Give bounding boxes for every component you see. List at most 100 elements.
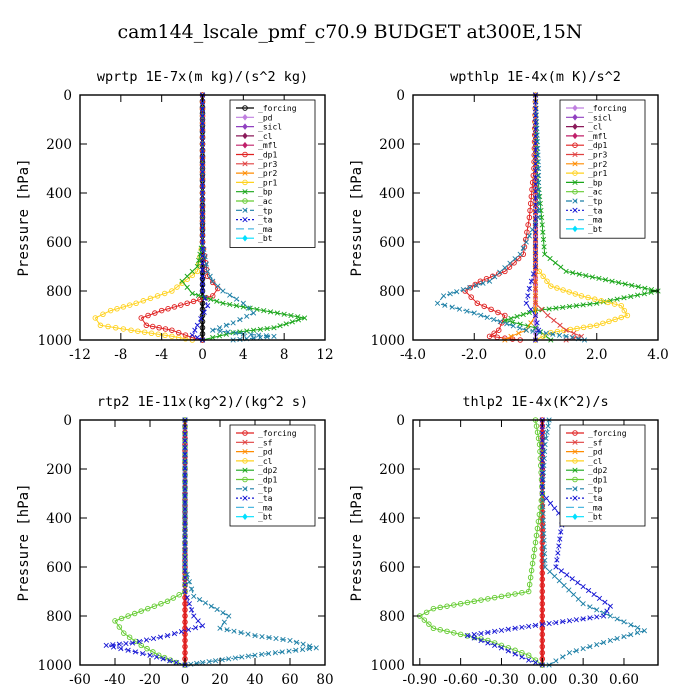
panel-2-point-pr1: [611, 301, 618, 307]
panel-2-point-tp: [535, 159, 541, 165]
panel-3-point-ta: [182, 568, 188, 574]
panel-3-point-ta: [171, 631, 178, 637]
panel-4-point-forcing: [539, 613, 546, 619]
panel-2-point-pr2: [516, 330, 522, 336]
panel-4-ytick-label: 600: [379, 560, 405, 576]
panel-2-xtick-label: -4.0: [400, 347, 426, 363]
panel-1-point-dp1: [182, 332, 189, 338]
panel-2-point-ta: [532, 222, 539, 228]
panel-1-point-bp: [277, 323, 283, 329]
panel-2-point-ta: [532, 202, 539, 208]
panel-2-point-tp: [526, 233, 532, 239]
panel-2-point-bp: [526, 309, 532, 316]
panel-1-xtick-label: -8: [114, 347, 127, 363]
panel-2-point-pr2: [532, 305, 539, 312]
panel-3-point-ta: [182, 547, 188, 553]
panel-1-point-tp: [207, 273, 213, 279]
panel-3-ytick-label: 0: [63, 413, 72, 429]
panel-1-point-pr1: [140, 298, 147, 304]
panel-3-point-tp: [293, 647, 299, 653]
panel-4-point-ta: [591, 591, 597, 598]
panel-2-point-ta: [532, 154, 539, 160]
panel-4-point-dp1: [451, 602, 457, 608]
panel-4-point-ta: [519, 624, 525, 630]
panel-2-point-bp: [547, 255, 553, 262]
panel-4-point-tp: [573, 648, 579, 654]
panel-1-legend-label: _sicl: [258, 123, 282, 132]
panel-4-frame: [412, 419, 659, 666]
panel-4-point-dp1: [537, 448, 543, 455]
panel-3-ytick-label: 1000: [38, 658, 72, 674]
panel-1-point-bp: [189, 268, 195, 275]
panel-3-point-tp: [202, 600, 209, 606]
panel-1-point-bp: [274, 310, 280, 316]
panel-1-point-dp1: [149, 323, 156, 330]
panel-2-point-tp: [491, 316, 497, 323]
panel-2-point-ta: [532, 188, 539, 194]
panel-2-point-ta: [532, 174, 539, 180]
panel-3-point-tp: [286, 648, 292, 654]
panel-1-point-ta: [199, 169, 206, 175]
panel-4-point-dp1: [437, 627, 443, 633]
panel-2-point-pr1: [548, 283, 554, 289]
panel-3-point-ta: [140, 650, 146, 657]
panel-2-point-dp1: [488, 306, 494, 313]
panel-4-point-dp1: [538, 497, 545, 504]
panel-2-point-tp: [535, 152, 541, 158]
panel-2-legend-marker: [572, 207, 578, 213]
panel-3-point-dp1: [150, 649, 156, 655]
panel-1-point-pr1: [174, 284, 180, 290]
panel-4-legend-marker: [572, 495, 578, 501]
panel-4-point-dp1: [505, 645, 512, 651]
panel-2-point-tp: [442, 302, 448, 308]
panel-3-point-ta: [153, 654, 160, 660]
panel-1-point-ta: [192, 327, 198, 333]
panel-1-point-pr1: [107, 307, 114, 314]
panel-4-point-tp: [634, 625, 641, 631]
panel-3-point-tp: [266, 634, 272, 641]
panel-4-point-tp: [561, 582, 567, 588]
panel-4-point-dp1: [423, 609, 430, 616]
panel-2-legend-label: _ta: [588, 206, 603, 215]
panel-1-point-pr1: [105, 323, 111, 330]
panel-3-legend-marker: [242, 448, 248, 455]
panel-1-point-ta: [199, 113, 206, 119]
panel-1-point-ta: [199, 225, 206, 231]
panel-2-point-tp: [486, 278, 493, 284]
panel-3-point-dp1: [118, 615, 125, 622]
panel-1-legend-marker: [242, 189, 248, 195]
panel-2-legend-label: _mfl: [588, 132, 607, 141]
panel-1-point-pr1: [135, 328, 141, 334]
panel-2-point-pr1: [536, 268, 543, 275]
panel-3-xtick-label: 20: [211, 672, 228, 688]
panel-1-point-tp: [237, 316, 243, 323]
panel-1-point-ta: [194, 334, 201, 341]
panel-1-point-ta: [199, 197, 206, 203]
panel-1-point-ta: [199, 183, 206, 189]
panel-2-point-pr1: [574, 325, 580, 332]
panel-2-point-ta: [532, 181, 539, 187]
panel-4-point-ta: [543, 495, 550, 502]
panel-3-point-dp1: [132, 638, 139, 645]
panel-3-point-ta: [185, 627, 192, 633]
panel-4-point-dp1: [421, 617, 428, 623]
panel-4-point-ta: [547, 500, 554, 506]
panel-2-point-ta: [532, 250, 539, 256]
panel-4-point-ta: [526, 657, 532, 663]
panel-3-point-ta: [182, 506, 188, 512]
panel-4-xtick-label: -0.90: [402, 672, 437, 688]
panel-3-point-ta: [178, 629, 185, 635]
panel-3-legend-label: _pd: [258, 448, 273, 457]
panel-4-point-forcing: [539, 582, 546, 589]
panel-2-legend-label: _pr1: [588, 169, 607, 178]
panel-1-legend-marker: [242, 123, 248, 130]
panel-2-point-tp: [535, 186, 542, 193]
panel-2-ytick-label: 600: [379, 235, 405, 251]
panel-1-point-pr1: [182, 336, 189, 342]
panel-4-point-ta: [560, 619, 566, 625]
panel-4-point-dp1: [532, 539, 539, 546]
panel-4-point-dp1: [519, 589, 525, 596]
panel-1-point-dp1: [143, 322, 150, 329]
panel-3-point-dp1: [164, 598, 171, 605]
